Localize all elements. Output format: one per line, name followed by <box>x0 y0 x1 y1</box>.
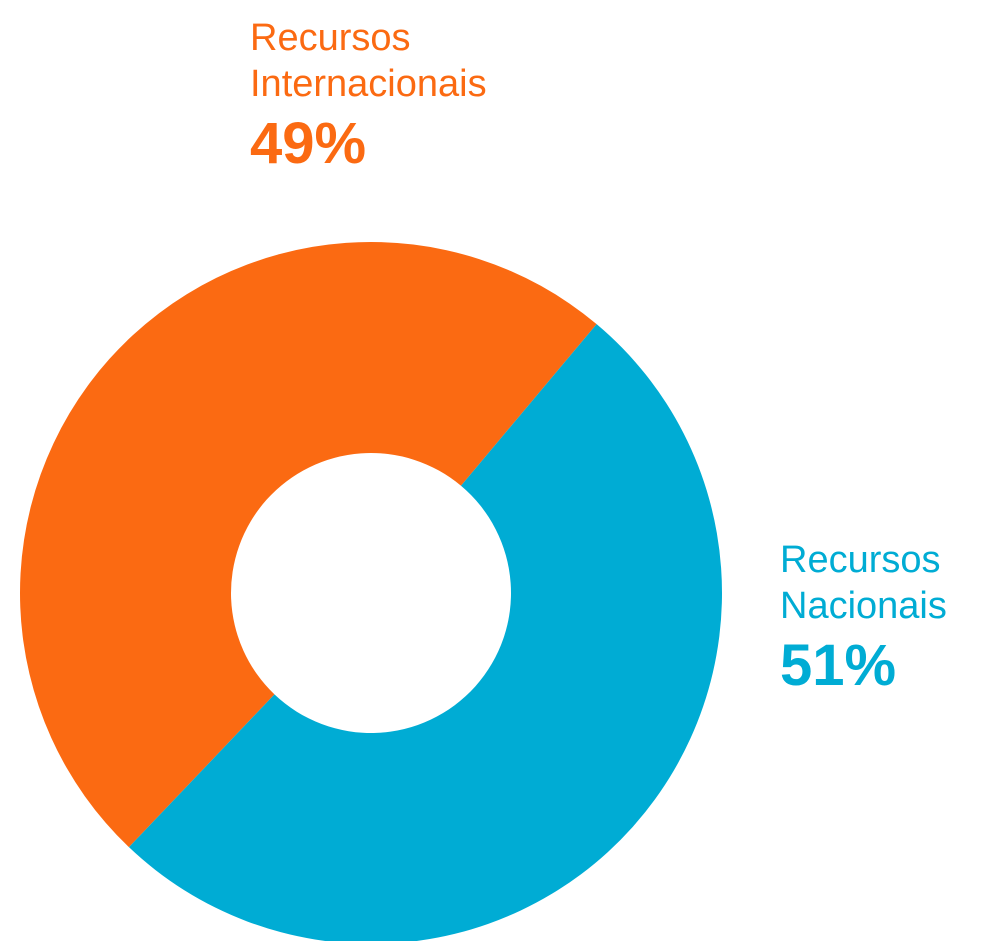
slice-internacionais <box>20 242 597 848</box>
slice-label-internacionais: Recursos Internacionais <box>250 17 487 105</box>
slice-value-internacionais: 49% <box>250 111 367 177</box>
slice-value-nacionais: 51% <box>780 633 897 699</box>
label-recursos-internacionais: Recursos Internacionais 49% <box>250 16 487 179</box>
slice-nacionais <box>128 324 723 941</box>
slice-label-nacionais: Recursos Nacionais <box>780 539 947 627</box>
label-recursos-nacionais: Recursos Nacionais 51% <box>780 538 947 701</box>
